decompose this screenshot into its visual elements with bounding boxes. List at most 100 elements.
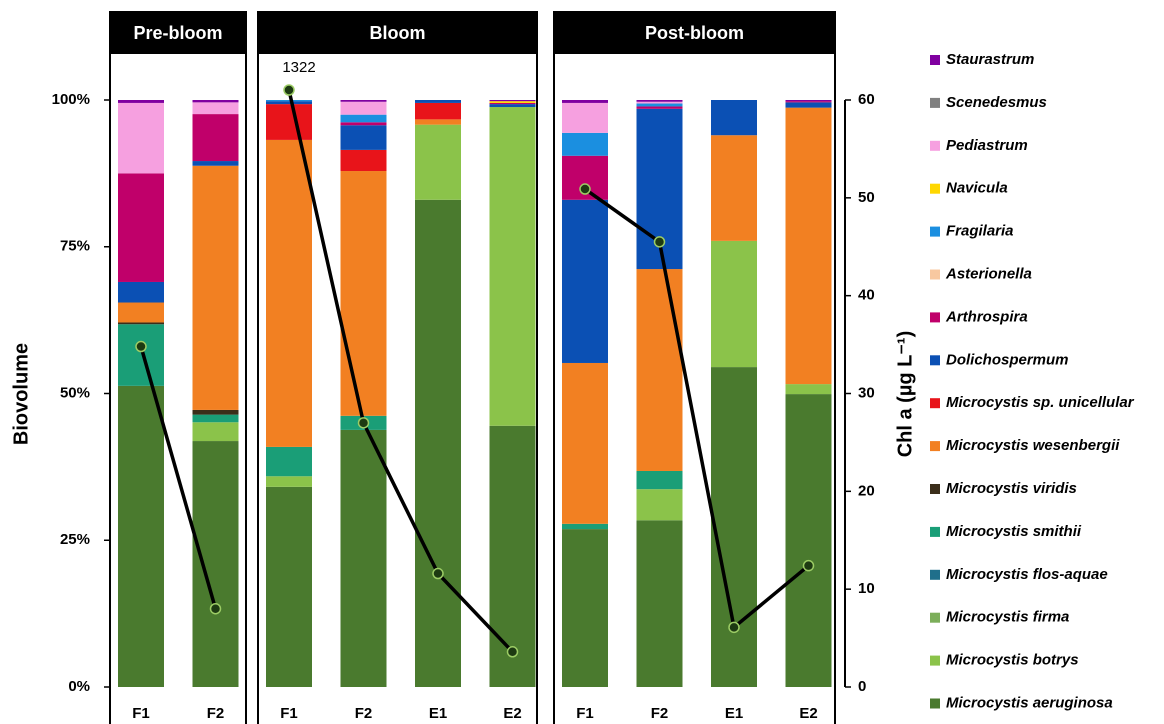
chl-point [357, 417, 370, 429]
y2-tick-label: 10 [858, 580, 875, 597]
bar-segment [266, 486, 312, 687]
legend-swatch [930, 140, 940, 151]
bar-segment [192, 422, 239, 442]
bar-segment [266, 104, 312, 140]
y-tick-label: 25% [60, 531, 90, 548]
bar-segment [562, 132, 608, 156]
legend-swatch [930, 698, 940, 709]
bar-segment [636, 100, 683, 102]
bar-segment [415, 102, 461, 120]
bar-segment [340, 100, 387, 102]
legend-label: Microcystis botrys [946, 652, 1079, 669]
legend-swatch [930, 655, 940, 666]
legend-label: Pediastrum [946, 137, 1028, 154]
bar-segment [192, 165, 239, 410]
y-tick-label: 75% [60, 238, 90, 255]
x-tick-label: F2 [355, 705, 373, 722]
bar-segment [118, 322, 164, 325]
chl-line [287, 89, 514, 653]
chl-line [139, 346, 218, 610]
bar-segment [562, 102, 608, 133]
legend-swatch [930, 183, 940, 194]
y2-tick-label: 30 [858, 384, 875, 401]
x-tick-label: F2 [651, 705, 669, 722]
bar-segment [562, 199, 608, 363]
x-tick-label: F1 [132, 705, 150, 722]
bar-segment [340, 149, 387, 172]
bar-segment [636, 470, 683, 490]
bar-segment [636, 520, 683, 687]
bar-segment [415, 100, 461, 103]
legend-swatch [930, 312, 940, 323]
bar-segment [340, 429, 387, 687]
y2-tick-label: 40 [858, 287, 875, 304]
legend-swatch [930, 441, 940, 452]
bar-segment [118, 173, 164, 282]
bar-segment [192, 114, 239, 162]
legend-swatch [930, 226, 940, 237]
y2-tick-label: 20 [858, 482, 875, 499]
bar-segment [340, 125, 387, 150]
legend-swatch [930, 526, 940, 537]
bar-segment [340, 122, 387, 126]
legend-label: Scenedesmus [946, 94, 1047, 111]
bar-segment [711, 367, 757, 687]
bar-segment [489, 101, 536, 103]
bar-segment [118, 385, 164, 687]
legend-swatch [930, 569, 940, 580]
legend-label: Microcystis wesenbergii [946, 437, 1120, 454]
bar-segment [415, 124, 461, 200]
off-scale-label: 1322 [282, 59, 315, 76]
panel-header [258, 12, 537, 54]
bar-segment [785, 101, 832, 103]
bar-segment [636, 489, 683, 521]
bar-segment [340, 101, 387, 115]
legend-label: Asterionella [945, 265, 1032, 282]
bar-segment [118, 102, 164, 174]
bar-segment [192, 161, 239, 166]
bar-segment [636, 106, 683, 109]
bar-segment [192, 441, 239, 687]
bar-segment [118, 324, 164, 386]
x-tick-label: F1 [576, 705, 594, 722]
y2-tick-label: 50 [858, 189, 875, 206]
bar-segment [636, 101, 683, 104]
panel-title: Post-bloom [645, 23, 744, 43]
legend-swatch [930, 398, 940, 409]
bar-segment [266, 476, 312, 487]
bar-segment [489, 100, 536, 102]
legend-label: Microcystis firma [946, 609, 1069, 626]
y2-axis-label: Chl a (µg L⁻¹) [894, 331, 916, 458]
chl-point [135, 340, 147, 353]
bar-segment [562, 523, 608, 530]
bar-segment [489, 102, 536, 105]
bar-segment [562, 100, 608, 103]
panel-header [110, 12, 246, 54]
bar-segment [118, 100, 164, 103]
chl-point [579, 183, 591, 195]
x-tick-label: E2 [799, 705, 817, 722]
legend-label: Staurastrum [946, 51, 1034, 68]
bar-segment [785, 100, 832, 102]
y-tick-label: 0% [68, 678, 90, 695]
bar-segment [266, 139, 312, 447]
bar-segment [340, 171, 387, 416]
legend-label: Microcystis viridis [946, 480, 1077, 497]
bar-segment [489, 425, 536, 687]
bar-segment [340, 114, 387, 123]
bar-segment [711, 135, 757, 241]
bar-segment [785, 394, 832, 687]
y2-tick-label: 60 [858, 91, 875, 108]
bar-segment [192, 102, 239, 115]
chl-point [802, 559, 815, 572]
chl-point [653, 236, 666, 248]
legend-label: Arthrospira [945, 308, 1028, 325]
legend-swatch [930, 484, 940, 494]
chl-point [432, 567, 444, 580]
bar-segment [711, 240, 757, 368]
legend-swatch [930, 97, 940, 108]
bar-segment [785, 384, 832, 395]
bar-segment [711, 100, 757, 136]
legend-label: Microcystis flos-aquae [946, 566, 1108, 583]
bar-segment [785, 107, 832, 385]
